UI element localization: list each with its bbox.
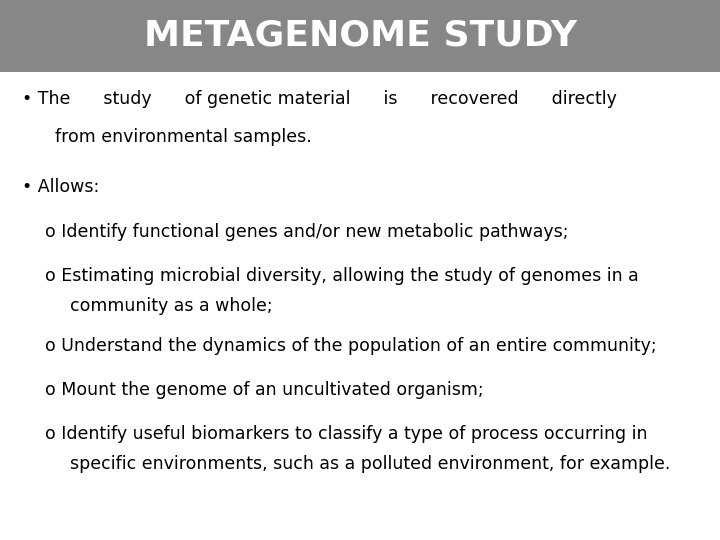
Text: METAGENOME STUDY: METAGENOME STUDY [143, 19, 577, 53]
Text: specific environments, such as a polluted environment, for example.: specific environments, such as a pollute… [70, 455, 670, 473]
Text: o Identify functional genes and/or new metabolic pathways;: o Identify functional genes and/or new m… [45, 223, 569, 241]
Text: from environmental samples.: from environmental samples. [55, 128, 312, 146]
Text: o Understand the dynamics of the population of an entire community;: o Understand the dynamics of the populat… [45, 337, 657, 355]
Text: community as a whole;: community as a whole; [70, 297, 273, 315]
Text: • Allows:: • Allows: [22, 178, 99, 196]
Text: o Estimating microbial diversity, allowing the study of genomes in a: o Estimating microbial diversity, allowi… [45, 267, 639, 285]
Bar [0, 0, 720, 72]
Text: o Mount the genome of an uncultivated organism;: o Mount the genome of an uncultivated or… [45, 381, 484, 399]
Text: • The      study      of genetic material      is      recovered      directly: • The study of genetic material is recov… [22, 90, 617, 108]
Text: o Identify useful biomarkers to classify a type of process occurring in: o Identify useful biomarkers to classify… [45, 425, 647, 443]
